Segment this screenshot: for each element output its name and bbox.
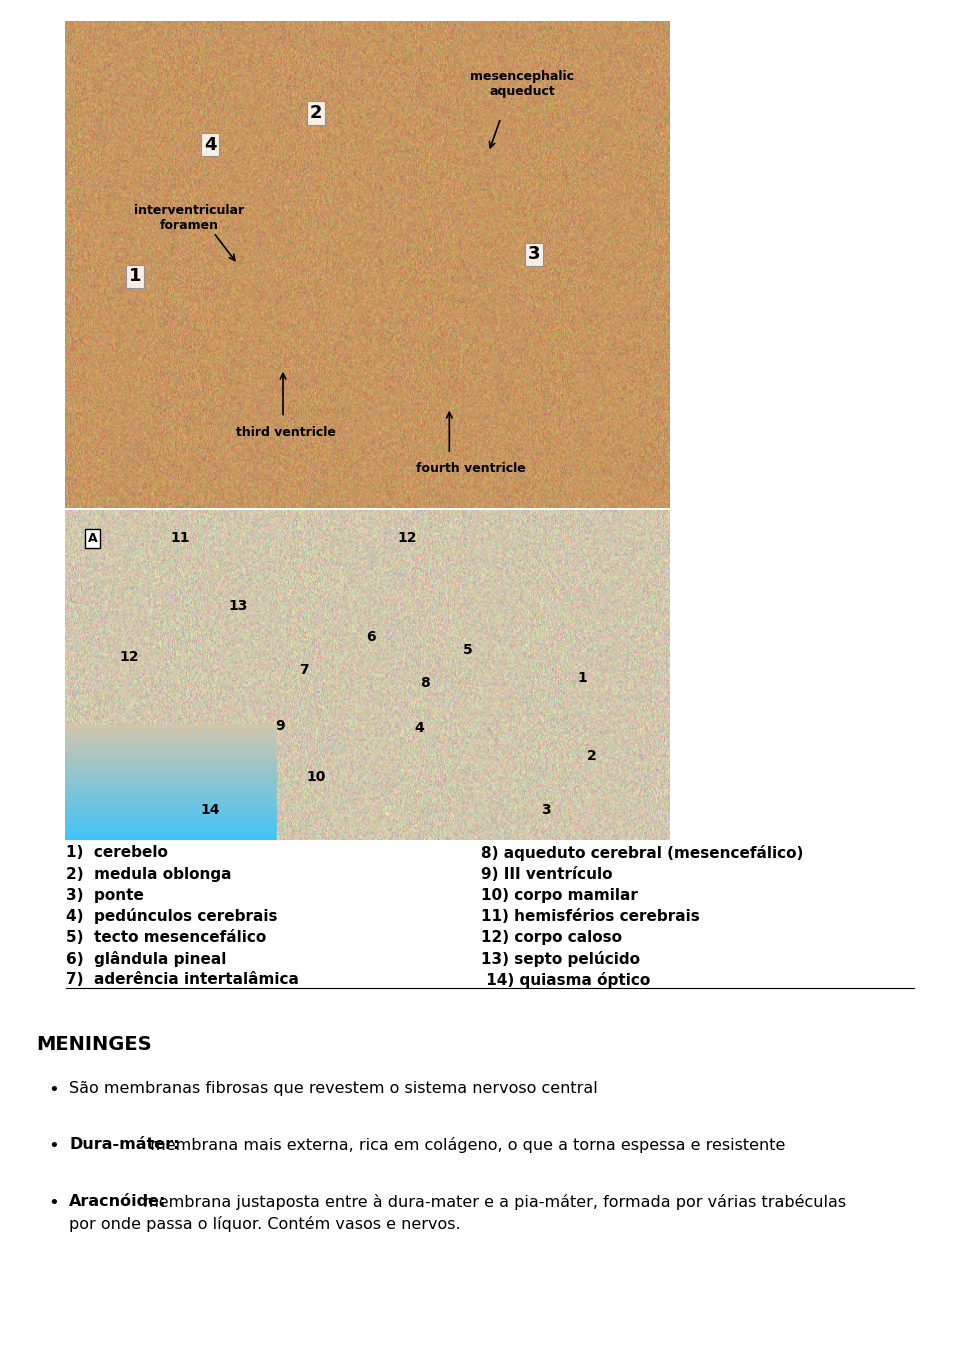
Text: fourth ventricle: fourth ventricle (416, 462, 525, 475)
Text: 1)  cerebelo: 1) cerebelo (65, 845, 168, 860)
Text: 12) corpo caloso: 12) corpo caloso (481, 930, 622, 945)
Text: 3)  ponte: 3) ponte (65, 888, 144, 903)
Text: 5)  tecto mesencefálico: 5) tecto mesencefálico (65, 930, 266, 945)
Text: membrana mais externa, rica em colágeno, o que a torna espessa e resistente: membrana mais externa, rica em colágeno,… (145, 1137, 785, 1154)
Text: 4: 4 (414, 720, 424, 735)
Text: 9: 9 (276, 719, 285, 733)
Text: por onde passa o líquor. Contém vasos e nervos.: por onde passa o líquor. Contém vasos e … (69, 1216, 461, 1232)
Text: •: • (48, 1137, 59, 1155)
Text: 4)  pedúnculos cerebrais: 4) pedúnculos cerebrais (65, 908, 277, 925)
Text: A: A (87, 532, 97, 545)
Text: 13: 13 (228, 598, 248, 613)
Text: •: • (48, 1081, 59, 1099)
Text: •: • (48, 1194, 59, 1211)
Text: Dura-máter:: Dura-máter: (69, 1137, 180, 1152)
Text: 12: 12 (397, 531, 417, 546)
Text: 2: 2 (587, 749, 596, 763)
Text: 6: 6 (366, 630, 375, 645)
Text: 2)  medula oblonga: 2) medula oblonga (65, 867, 231, 882)
Text: 6)  glândula pineal: 6) glândula pineal (65, 951, 226, 967)
Text: Aracnóide:: Aracnóide: (69, 1194, 166, 1209)
Text: 3: 3 (541, 803, 551, 818)
Text: 3: 3 (528, 246, 540, 263)
Text: 8: 8 (420, 676, 430, 690)
Text: 14) quiasma óptico: 14) quiasma óptico (481, 971, 650, 988)
Text: 9) III ventrículo: 9) III ventrículo (481, 867, 612, 882)
Text: 11) hemisférios cerebrais: 11) hemisférios cerebrais (481, 910, 700, 923)
Text: 11: 11 (171, 531, 190, 546)
Text: 14: 14 (201, 803, 220, 818)
Text: São membranas fibrosas que revestem o sistema nervoso central: São membranas fibrosas que revestem o si… (69, 1081, 598, 1096)
Text: 13) septo pelúcido: 13) septo pelúcido (481, 951, 639, 967)
Text: 7: 7 (300, 663, 309, 678)
Text: 2: 2 (310, 104, 323, 122)
Text: 1: 1 (129, 268, 141, 285)
Text: 1: 1 (578, 671, 588, 686)
Text: MENINGES: MENINGES (36, 1036, 152, 1055)
Text: 8) aqueduto cerebral (mesencefálico): 8) aqueduto cerebral (mesencefálico) (481, 845, 804, 862)
Text: 10) corpo mamilar: 10) corpo mamilar (481, 888, 637, 903)
Text: 4: 4 (204, 136, 217, 154)
Text: 10: 10 (306, 770, 326, 785)
Text: 5: 5 (463, 643, 472, 657)
Text: mesencephalic
aqueduct: mesencephalic aqueduct (469, 70, 574, 97)
Text: 12: 12 (119, 650, 138, 664)
Text: interventricular
foramen: interventricular foramen (134, 204, 245, 232)
Text: 7)  aderência intertalâmica: 7) aderência intertalâmica (65, 973, 299, 988)
Text: membrana justaposta entre à dura-mater e a pia-máter, formada por várias trabécu: membrana justaposta entre à dura-mater e… (138, 1194, 847, 1210)
Text: third ventricle: third ventricle (236, 425, 336, 439)
